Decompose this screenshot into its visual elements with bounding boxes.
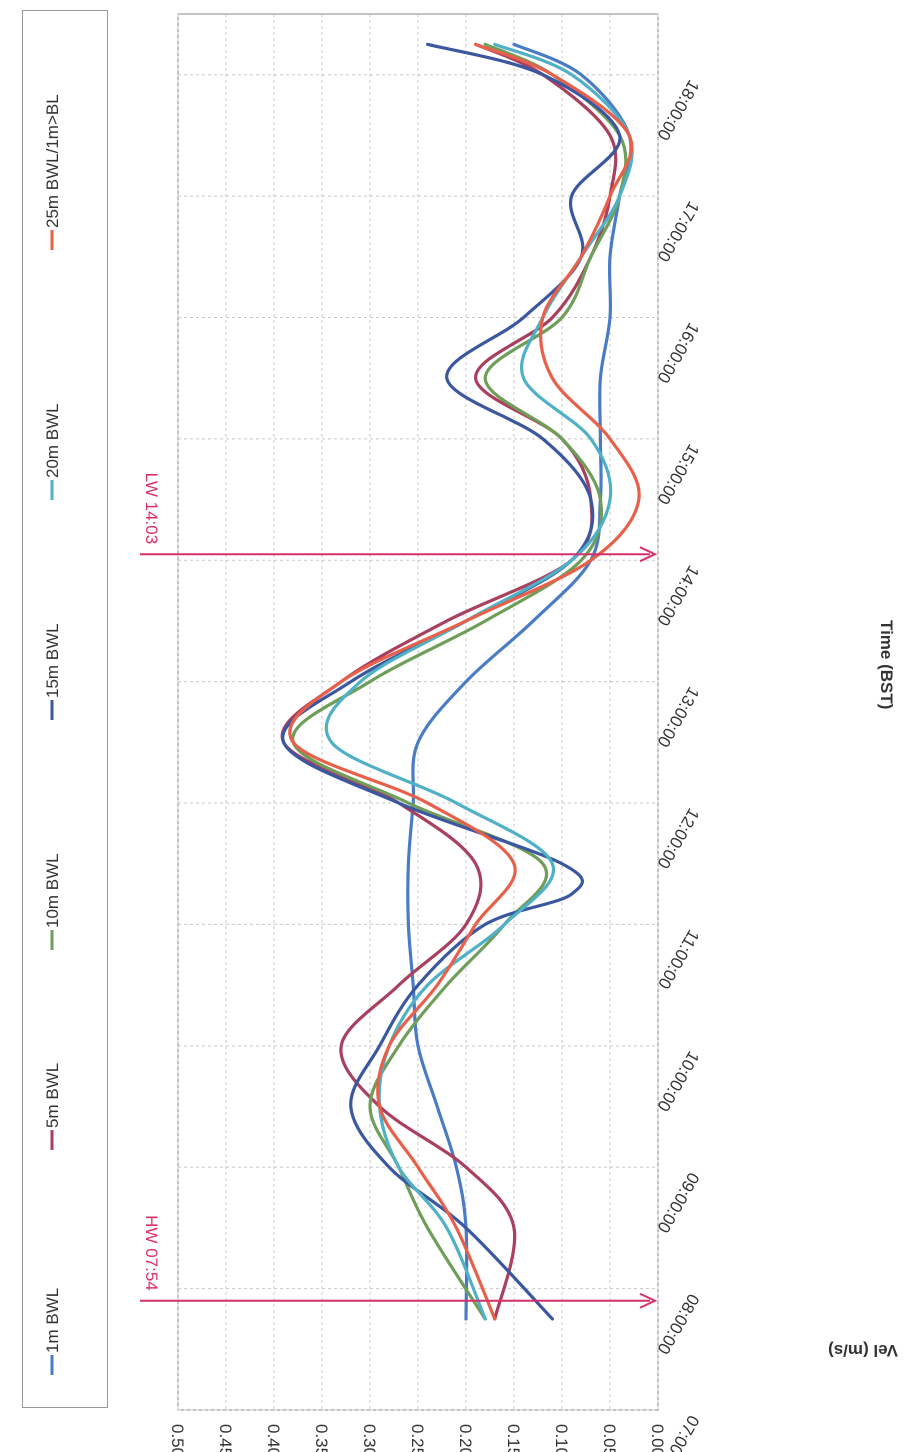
time-tick-label: 18:00:00 — [653, 77, 703, 144]
time-tick-label: 11:00:00 — [654, 926, 703, 992]
time-tick-label: 16:00:00 — [653, 319, 703, 386]
value-tick-label: 0.15 — [504, 1424, 523, 1452]
annotation-arrowhead — [639, 1292, 658, 1309]
legend-entry-5: 20m BWL — [43, 403, 62, 500]
legend-entry-1: 1m BWL — [43, 1288, 62, 1375]
x-axis-title: Time (BST) — [877, 620, 896, 710]
value-tick-label: 0.35 — [312, 1424, 331, 1452]
annotation-label: LW 14:03 — [142, 473, 161, 545]
series-line-1 — [406, 42, 633, 1321]
time-tick-label: 13:00:00 — [653, 684, 703, 751]
legend-entry-2: 5m BWL — [43, 1063, 62, 1150]
time-tick-label: 15:00:00 — [653, 441, 703, 508]
series-line-6 — [288, 42, 641, 1321]
value-tick-label: 0.25 — [408, 1424, 427, 1452]
value-tick-label: 0.20 — [456, 1424, 475, 1452]
legend-label: 15m BWL — [43, 623, 62, 698]
time-tick-label: 08:00:00 — [653, 1291, 703, 1358]
legend-label: 20m BWL — [43, 403, 62, 478]
y-axis-title: Vel (m/s) — [828, 1341, 898, 1360]
value-tick-label: 0.05 — [600, 1424, 619, 1452]
annotation-label: HW 07:54 — [142, 1215, 161, 1291]
legend — [22, 10, 108, 1408]
series-line-3 — [291, 42, 628, 1321]
value-tick-label: 0.50 — [168, 1424, 187, 1452]
time-tick-label: 10:00:00 — [653, 1048, 703, 1115]
value-tick-label: 0.10 — [552, 1424, 571, 1452]
legend-entry-4: 15m BWL — [43, 623, 62, 720]
series-line-4 — [281, 42, 622, 1321]
legend-label: 5m BWL — [43, 1063, 62, 1128]
legend-label: 1m BWL — [43, 1288, 62, 1353]
value-tick-label: 0.30 — [360, 1424, 379, 1452]
legend-label: 25m BWL/1m>BL — [43, 94, 62, 228]
annotation-arrowhead — [639, 546, 658, 563]
legend-label: 10m BWL — [43, 853, 62, 928]
legend-entry-3: 10m BWL — [43, 853, 62, 950]
legend-entry-6: 25m BWL/1m>BL — [43, 94, 62, 250]
time-tick-label: 14:00:00 — [653, 562, 703, 629]
time-tick-label: 12:00:00 — [653, 805, 703, 872]
time-tick-label: 17:00:00 — [653, 198, 703, 265]
value-tick-label: 0.00 — [648, 1424, 667, 1452]
value-tick-label: 0.45 — [216, 1424, 235, 1452]
time-tick-label: 09:00:00 — [653, 1169, 703, 1236]
value-tick-label: 0.40 — [264, 1424, 283, 1452]
